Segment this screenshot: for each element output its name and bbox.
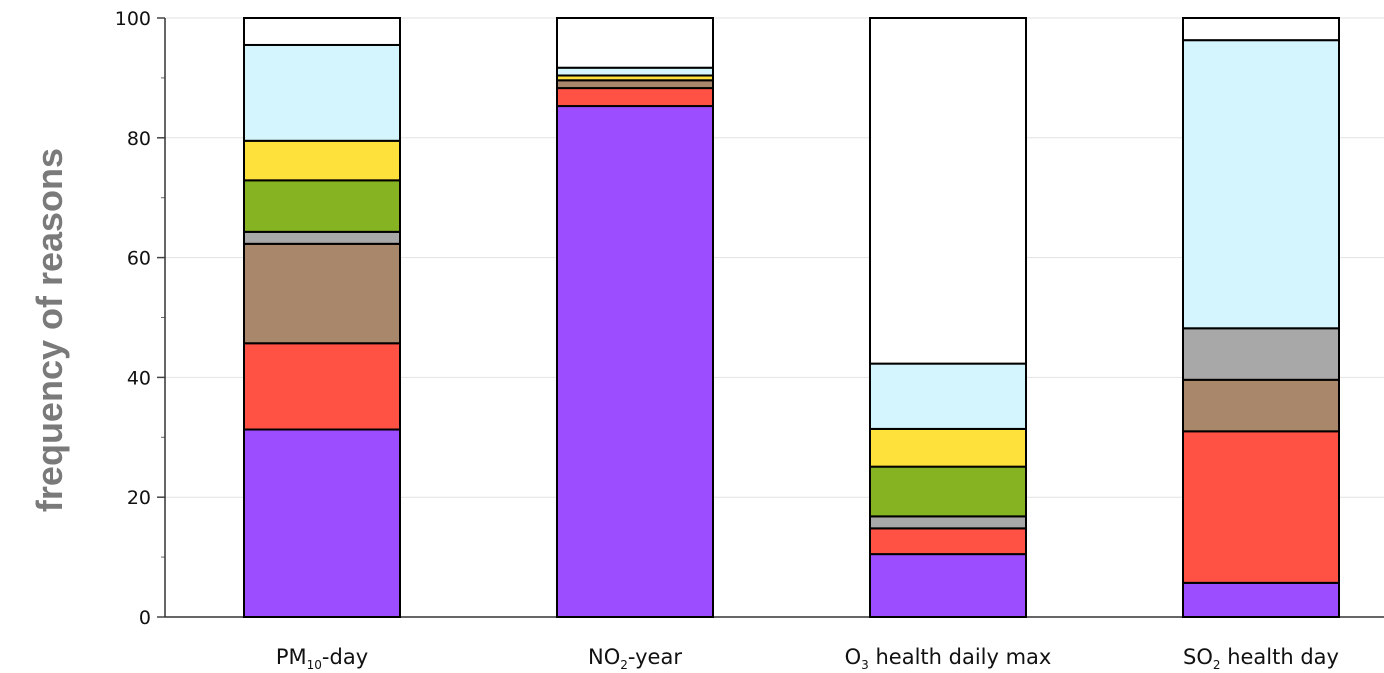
bar-segment [556, 87, 714, 108]
bar-segment [1182, 378, 1340, 433]
bar-segment [243, 179, 401, 233]
bar-segment [869, 527, 1027, 556]
bar-segment [1182, 327, 1340, 381]
y-tick-labels: 0 20 40 60 80 100 [115, 8, 151, 629]
bar-segment [1182, 430, 1340, 584]
x-category-label: SO2 health day [1183, 645, 1339, 672]
bar-segment [243, 342, 401, 431]
x-category-label: NO2-year [588, 645, 682, 672]
x-category-labels: PM10-day NO2-year O3 health daily max SO2 h… [276, 645, 1339, 672]
bar-segment [243, 242, 401, 345]
bar-segment [243, 139, 401, 182]
bar-segment [1182, 39, 1340, 330]
bar-segment [556, 17, 714, 69]
bar-segment [556, 66, 714, 77]
bar-segment [243, 428, 401, 618]
bar-segment [556, 105, 714, 618]
bar-segment [869, 17, 1027, 365]
bar-segment [869, 362, 1027, 430]
bar-segment [869, 553, 1027, 618]
y-tick-label: 20 [127, 487, 151, 509]
y-tick-label: 60 [127, 248, 151, 270]
y-tick-label: 80 [127, 128, 151, 150]
bar-segment [869, 465, 1027, 518]
bar-segment [243, 43, 401, 142]
bars [243, 17, 1340, 618]
bar-segment [1182, 17, 1340, 42]
x-category-label: PM10-day [276, 645, 368, 672]
bar-segment [869, 515, 1027, 530]
y-tick-label: 100 [115, 8, 151, 30]
bar-segment [243, 230, 401, 245]
x-category-label: O3 health daily max [845, 645, 1052, 672]
bar-segment [869, 427, 1027, 468]
y-tick-label: 40 [127, 367, 151, 389]
bar-segment [1182, 581, 1340, 618]
bar-segment [243, 17, 401, 46]
y-tick-label: 0 [139, 607, 151, 629]
y-axis-label: frequency of reasons [29, 148, 70, 512]
bar-segment [556, 79, 714, 90]
